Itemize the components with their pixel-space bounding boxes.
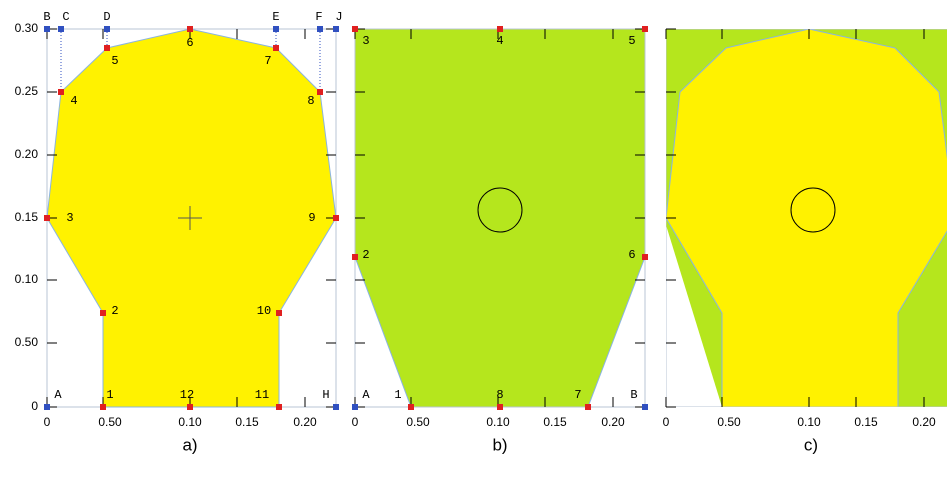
point-label: 11 — [255, 388, 269, 402]
centroid-circle — [790, 187, 836, 233]
x-tick-label: 0 — [663, 415, 670, 429]
vertex — [273, 45, 279, 51]
point-label: 5 — [111, 54, 118, 68]
caption: b) — [492, 435, 507, 454]
x-tick-label: 0.10 — [486, 415, 510, 429]
point-label: 12 — [180, 388, 194, 402]
vertex — [100, 310, 106, 316]
point-label: 8 — [496, 388, 503, 402]
corner-label: F — [315, 10, 322, 24]
point-label: 7 — [264, 54, 271, 68]
vertex — [187, 404, 193, 410]
point-label: 4 — [496, 34, 503, 48]
vertex — [408, 404, 414, 410]
vertex — [497, 26, 503, 32]
vertex — [642, 404, 648, 410]
vertex — [58, 89, 64, 95]
point-label: 2 — [362, 248, 369, 262]
x-tick-label: 0.10 — [178, 415, 202, 429]
centroid — [178, 206, 202, 230]
vertex — [317, 89, 323, 95]
corner-label: E — [272, 10, 279, 24]
x-tick-label: 0.15 — [854, 415, 878, 429]
point-label: 6 — [186, 36, 193, 50]
vertex — [276, 404, 282, 410]
corner-label: D — [103, 10, 110, 24]
x-tick-label: 0 — [44, 415, 51, 429]
guides — [60, 29, 321, 92]
vertex — [497, 404, 503, 410]
x-tick-label: 0 — [352, 415, 359, 429]
y-tick-label: 0.25 — [15, 84, 39, 98]
point-label: 9 — [308, 211, 315, 225]
caption: c) — [804, 435, 818, 454]
panel-c — [666, 29, 947, 407]
x-tick-label: 0.20 — [912, 415, 936, 429]
vertex — [352, 26, 358, 32]
point-label: 4 — [70, 94, 77, 108]
point-label: 3 — [362, 34, 369, 48]
vertex — [44, 26, 50, 32]
corner-label: H — [322, 388, 329, 402]
point-label: 1 — [106, 388, 113, 402]
vertex — [44, 215, 50, 221]
panel-a — [46, 28, 337, 408]
vertex — [642, 254, 648, 260]
vertex — [44, 404, 50, 410]
y-tick-label: 0 — [31, 399, 38, 413]
point-label: 10 — [257, 304, 271, 318]
point-label: 7 — [574, 388, 581, 402]
x-tick-label: 0.20 — [601, 415, 625, 429]
vertex — [100, 404, 106, 410]
point-label: 5 — [628, 34, 635, 48]
corner-label: A — [54, 388, 62, 402]
vertex — [276, 310, 282, 316]
x-tick-label: 0.50 — [717, 415, 741, 429]
vertex — [317, 26, 323, 32]
y-tick-label: 0.10 — [15, 272, 39, 286]
vertex — [333, 215, 339, 221]
point-label: 8 — [307, 94, 314, 108]
vertex — [333, 404, 339, 410]
vertex — [352, 254, 358, 260]
x-tick-label: 0.50 — [98, 415, 122, 429]
x-tick-label: 0.15 — [543, 415, 567, 429]
corner-label: B — [43, 10, 50, 24]
vertex — [585, 404, 591, 410]
x-tick-label: 0.20 — [293, 415, 317, 429]
x-tick-label: 0.10 — [797, 415, 821, 429]
vertex — [58, 26, 64, 32]
corner-label: J — [335, 10, 342, 24]
vertex — [104, 45, 110, 51]
cross-section — [354, 28, 646, 408]
corner-label: A — [362, 388, 370, 402]
y-tick-label: 0.30 — [15, 21, 39, 35]
caption: a) — [182, 435, 197, 454]
cross-section — [666, 29, 947, 407]
point-label: 6 — [628, 248, 635, 262]
vertex — [187, 26, 193, 32]
x-tick-label: 0.15 — [235, 415, 259, 429]
point-label: 2 — [111, 304, 118, 318]
vertex — [352, 404, 358, 410]
point-label: 3 — [66, 211, 73, 225]
x-tick-label: 0.50 — [406, 415, 430, 429]
cut — [666, 225, 722, 407]
y-tick-label: 0.50 — [15, 335, 39, 349]
y-tick-label: 0.15 — [15, 210, 39, 224]
vertex — [642, 26, 648, 32]
vertex — [104, 26, 110, 32]
y-tick-label: 0.20 — [15, 147, 39, 161]
centroid-circle — [477, 187, 523, 233]
corner-label: C — [62, 10, 69, 24]
point-label: 1 — [394, 388, 401, 402]
vertex — [333, 26, 339, 32]
vertex — [273, 26, 279, 32]
corner-label: B — [630, 388, 637, 402]
panel-b — [354, 28, 646, 408]
